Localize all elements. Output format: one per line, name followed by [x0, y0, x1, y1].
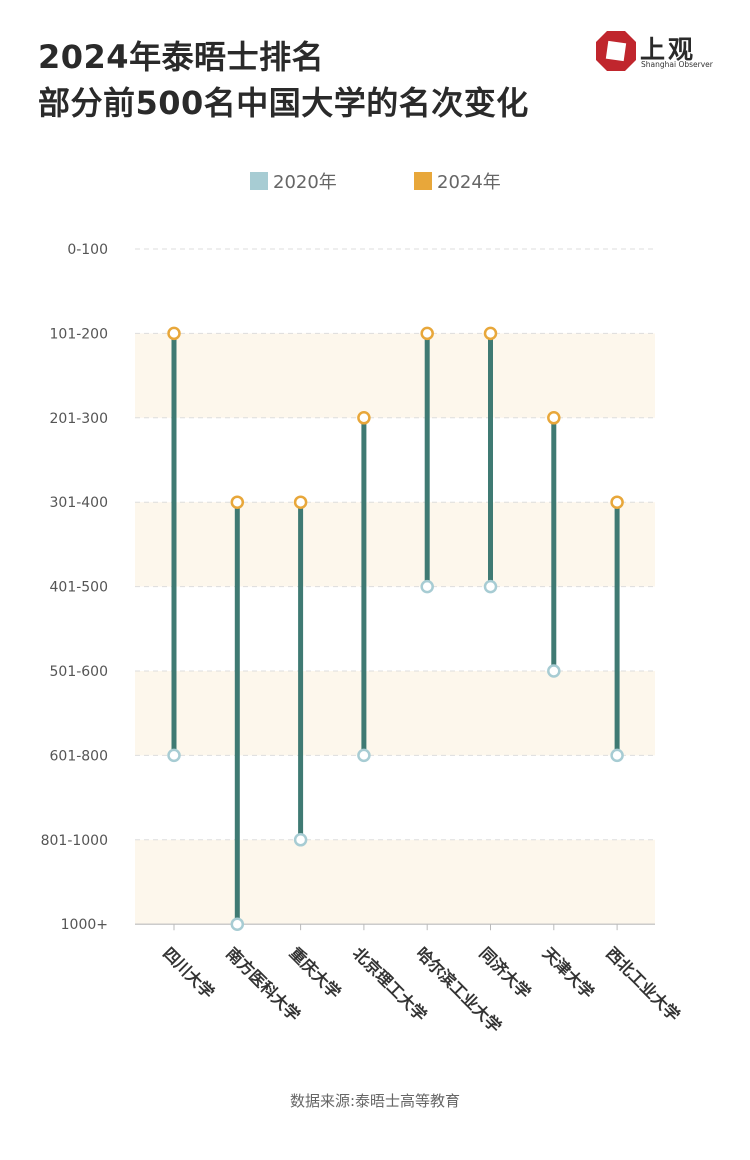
x-category-label: 重庆大学 [286, 944, 345, 1003]
point-2020-同济大学 [483, 579, 498, 594]
point-2024-哈尔滨工业大学 [420, 326, 434, 341]
point-2024-北京理工大学 [357, 411, 371, 425]
legend-label-2024: 2024年 [437, 172, 501, 193]
dumbbell-chart: 0-100 101-200 201-300 301-400 401-500 501-600… [41, 242, 684, 1036]
point-2024-同济大学 [483, 326, 498, 341]
legend-item-2020: 2020年 [250, 168, 337, 194]
legend-item-2024: 2024年 [414, 168, 501, 194]
point-2020-哈尔滨工业大学 [420, 579, 434, 594]
band-801-1000 [135, 839, 655, 925]
x-category-label: 天津大学 [539, 944, 598, 1003]
logo-mark-icon [596, 31, 636, 71]
point-2024-西北工业大学 [610, 495, 624, 509]
point-2020-重庆大学 [293, 833, 308, 847]
point-2020-西北工业大学 [610, 748, 624, 763]
y-tick-label: 301-400 [50, 495, 109, 511]
point-2024-重庆大学 [293, 495, 308, 509]
legend: 2020年 2024年 [0, 168, 750, 194]
y-tick-label: 801-1000 [41, 833, 108, 849]
x-category-label: 西北工业大学 [602, 944, 683, 1025]
point-2024-天津大学 [547, 411, 561, 425]
legend-swatch-2024 [414, 172, 432, 190]
band-101-200 [135, 333, 655, 418]
shanghai-observer-logo: 上观 Shanghai Observer [594, 28, 714, 76]
point-2020-天津大学 [547, 664, 561, 678]
legend-swatch-2020 [250, 172, 268, 190]
title-line-2: 部分前500名中国大学的名次变化 [38, 84, 529, 122]
y-tick-label: 401-500 [50, 580, 109, 596]
y-tick-label: 1000+ [61, 917, 108, 933]
y-tick-label: 601-800 [50, 748, 109, 764]
point-2020-北京理工大学 [357, 748, 371, 763]
chart-title: 2024年泰晤士排名 部分前500名中国大学的名次变化 [38, 34, 529, 126]
logo-subtitle: Shanghai Observer [641, 60, 713, 69]
point-2024-南方医科大学 [230, 495, 245, 509]
point-2020-四川大学 [167, 748, 181, 763]
y-tick-label: 201-300 [50, 411, 109, 427]
y-tick-label: 0-100 [67, 242, 108, 258]
logo-name: 上观 [640, 35, 697, 64]
band-301-400 [135, 502, 655, 587]
band-501-600 [135, 671, 655, 756]
legend-label-2020: 2020年 [273, 172, 337, 193]
y-tick-label: 101-200 [50, 326, 109, 342]
source-note: 数据来源:泰晤士高等教育 [289, 1092, 461, 1110]
y-tick-label: 501-600 [50, 664, 109, 680]
point-2024-四川大学 [167, 326, 181, 341]
point-2020-南方医科大学 [230, 917, 245, 931]
title-line-1: 2024年泰晤士排名 [38, 38, 325, 76]
x-category-label: 四川大学 [159, 944, 218, 1003]
x-category-label: 同济大学 [476, 944, 535, 1003]
